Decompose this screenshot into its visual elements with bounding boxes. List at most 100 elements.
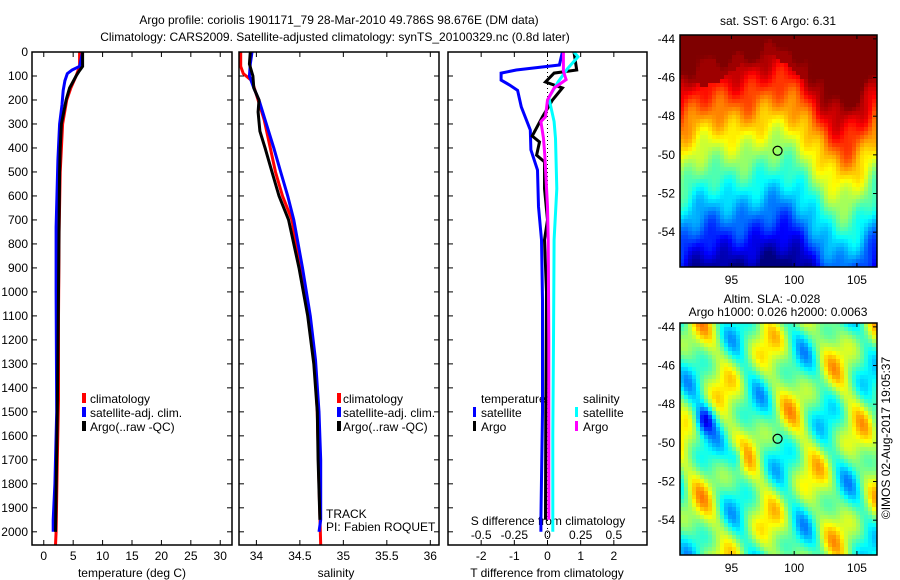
argo-position-marker <box>772 433 783 444</box>
depth-tick-label: 600 <box>8 189 28 203</box>
temperature-legend: climatology satellite-adj. clim. Argo(..… <box>82 392 182 434</box>
s-diff-tick-label: -0.5 <box>471 528 492 542</box>
pi-label: PI: Fabien ROQUET <box>326 520 436 534</box>
legend-climatology: climatology <box>343 392 403 406</box>
s-diff-tick-label: 0.25 <box>569 528 593 542</box>
track-label: TRACK <box>326 507 367 521</box>
sla-map-subtitle: Argo h1000: 0.026 h2000: 0.0063 <box>689 305 868 319</box>
sla-map-frame <box>679 322 878 556</box>
legend-t-satellite: satellite <box>481 406 522 420</box>
legend-swatch-climatology <box>82 393 86 403</box>
temperature-x-tick-label: 30 <box>214 549 228 563</box>
sla-lon-tick-label: 100 <box>784 561 804 575</box>
depth-tick-label: 700 <box>8 213 28 227</box>
t-diff-xlabel: T difference from climatology <box>470 566 624 580</box>
salinity-xlabel: salinity <box>318 566 355 580</box>
salinity-x-tick-label: 36 <box>424 549 438 563</box>
depth-tick-label: 1600 <box>1 429 28 443</box>
temperature-x-tick-label: 10 <box>96 549 110 563</box>
temperature-x-tick-label: 15 <box>125 549 139 563</box>
figure-title-line1: Argo profile: coriolis 1901171_79 28-Mar… <box>139 13 538 27</box>
legend-s-argo: Argo <box>583 420 609 434</box>
sla-lat-tick-label: -50 <box>658 436 676 450</box>
depth-tick-label: 200 <box>8 93 28 107</box>
legend-swatch-t-satellite <box>473 407 476 417</box>
depth-tick-label: 1300 <box>1 357 28 371</box>
difference-x-tick-label: 2 <box>610 549 617 563</box>
legend-satellite: satellite-adj. clim. <box>343 406 435 420</box>
sst-lat-tick-label: -48 <box>658 109 676 123</box>
depth-tick-label: 1900 <box>1 501 28 515</box>
temperature-x-tick-label: 0 <box>40 549 47 563</box>
sst-lon-tick-label: 100 <box>784 273 804 287</box>
temperature-x-tick-label: 20 <box>155 549 169 563</box>
legend-satellite: satellite-adj. clim. <box>90 406 182 420</box>
salinity-series-argo-raw-qc- <box>247 51 322 520</box>
legend-temperature-title: temperature: <box>481 392 549 406</box>
temperature-x-tick-label: 25 <box>184 549 198 563</box>
s-diff-tick-label: -0.25 <box>501 528 529 542</box>
sst-lat-tick-label: -44 <box>658 32 676 46</box>
sst-lon-tick-label: 105 <box>847 273 867 287</box>
legend-swatch-climatology <box>337 393 341 403</box>
depth-tick-label: 900 <box>8 261 28 275</box>
legend-argo: Argo(..raw -QC) <box>90 420 175 434</box>
legend-argo: Argo(..raw -QC) <box>343 420 428 434</box>
legend-swatch-satellite <box>82 407 86 417</box>
sla-heatmap <box>680 323 877 555</box>
sla-lat-tick-label: -54 <box>658 513 676 527</box>
depth-tick-label: 800 <box>8 237 28 251</box>
difference-x-tick-label: -1 <box>509 549 520 563</box>
legend-s-satellite: satellite <box>583 406 624 420</box>
legend-swatch-argo <box>82 421 86 431</box>
depth-tick-label: 1700 <box>1 453 28 467</box>
difference-legend: temperature: salinity satellite Argo sat… <box>473 392 624 434</box>
sla-lat-tick-label: -52 <box>658 475 676 489</box>
legend-salinity-title: salinity <box>583 392 620 406</box>
difference-series-s-satellite <box>547 51 580 532</box>
depth-tick-label: 1200 <box>1 333 28 347</box>
difference-series-t-satellite <box>499 51 564 532</box>
s-diff-tick-label: 0 <box>544 528 551 542</box>
sst-lat-tick-label: -50 <box>658 148 676 162</box>
temperature-series-argo-raw-qc- <box>54 52 85 532</box>
sla-lon-tick-label: 95 <box>725 561 739 575</box>
sla-lat-tick-label: -48 <box>658 397 676 411</box>
legend-swatch-argo <box>337 421 341 431</box>
salinity-x-tick-label: 34.5 <box>288 549 312 563</box>
depth-tick-label: 1400 <box>1 381 28 395</box>
legend-t-argo: Argo <box>481 420 507 434</box>
sst-map-title: sat. SST: 6 Argo: 6.31 <box>720 14 836 28</box>
difference-x-tick-label: 1 <box>577 549 584 563</box>
sst-lon-tick-label: 95 <box>725 273 739 287</box>
difference-series-s-argo <box>539 52 568 520</box>
sla-lon-tick-label: 105 <box>847 561 867 575</box>
legend-climatology: climatology <box>90 392 150 406</box>
salinity-x-tick-label: 35 <box>337 549 351 563</box>
depth-tick-label: 1100 <box>2 309 28 323</box>
salinity-axes-frame <box>238 51 440 546</box>
depth-tick-label: 1500 <box>1 405 28 419</box>
difference-x-tick-label: 0 <box>544 549 551 563</box>
sst-lat-tick-label: -54 <box>658 225 676 239</box>
imos-credit: ©IMOS 02-Aug-2017 19:05:37 <box>879 357 893 520</box>
salinity-x-tick-label: 35.5 <box>375 549 399 563</box>
depth-tick-label: 0 <box>21 45 28 59</box>
depth-tick-label: 500 <box>8 165 28 179</box>
sst-heatmap <box>680 35 877 267</box>
legend-swatch-s-satellite <box>575 407 578 417</box>
sla-lat-tick-label: -44 <box>658 320 676 334</box>
legend-swatch-satellite <box>337 407 341 417</box>
depth-tick-label: 100 <box>8 69 28 83</box>
difference-x-tick-label: -2 <box>476 549 487 563</box>
sla-lat-tick-label: -46 <box>658 359 676 373</box>
sst-map-frame <box>679 34 878 268</box>
legend-swatch-s-argo <box>575 421 578 431</box>
figure-title-line2: Climatology: CARS2009. Satellite-adjuste… <box>100 30 570 44</box>
depth-tick-label: 1000 <box>1 285 28 299</box>
depth-tick-label: 400 <box>8 141 28 155</box>
depth-tick-label: 300 <box>8 117 28 131</box>
temperature-xlabel: temperature (deg C) <box>78 566 186 580</box>
